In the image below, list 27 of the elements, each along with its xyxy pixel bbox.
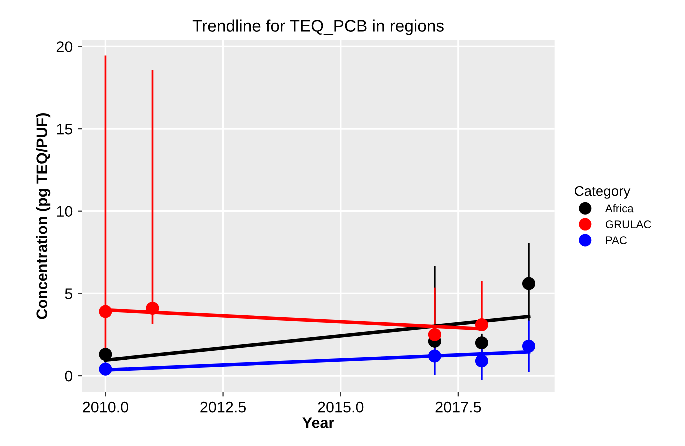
legend-title: Category xyxy=(575,186,631,199)
y-tick-label: 15 xyxy=(57,124,73,135)
legend-label: Africa xyxy=(605,204,634,213)
point xyxy=(475,354,488,368)
y-tick-label: 5 xyxy=(65,288,73,300)
x-tick-label: 2010.0 xyxy=(83,402,128,413)
point xyxy=(99,362,112,376)
x-tick-label: 2017.5 xyxy=(436,402,482,413)
x-tick-label: 2012.5 xyxy=(200,402,246,413)
point xyxy=(428,350,442,363)
legend-label: GRULAC xyxy=(606,220,652,229)
point xyxy=(522,277,536,290)
point xyxy=(475,318,488,332)
legend-label: PAC xyxy=(606,236,628,244)
chart-title: Trendline for TEQ_PCB in regions xyxy=(192,20,444,36)
y-tick-label: 0 xyxy=(65,370,73,382)
point xyxy=(99,305,112,318)
point xyxy=(428,328,442,342)
point xyxy=(475,336,488,350)
y-tick-label: 10 xyxy=(57,206,73,218)
x-axis-title: Year xyxy=(302,418,334,428)
y-tick-label: 20 xyxy=(56,42,73,52)
y-axis-title: Concentration (pg TEQ/PUF) xyxy=(36,114,51,320)
point xyxy=(522,340,536,353)
x-tick-label: 2015.0 xyxy=(318,402,364,413)
point xyxy=(99,348,112,362)
point xyxy=(146,302,160,316)
